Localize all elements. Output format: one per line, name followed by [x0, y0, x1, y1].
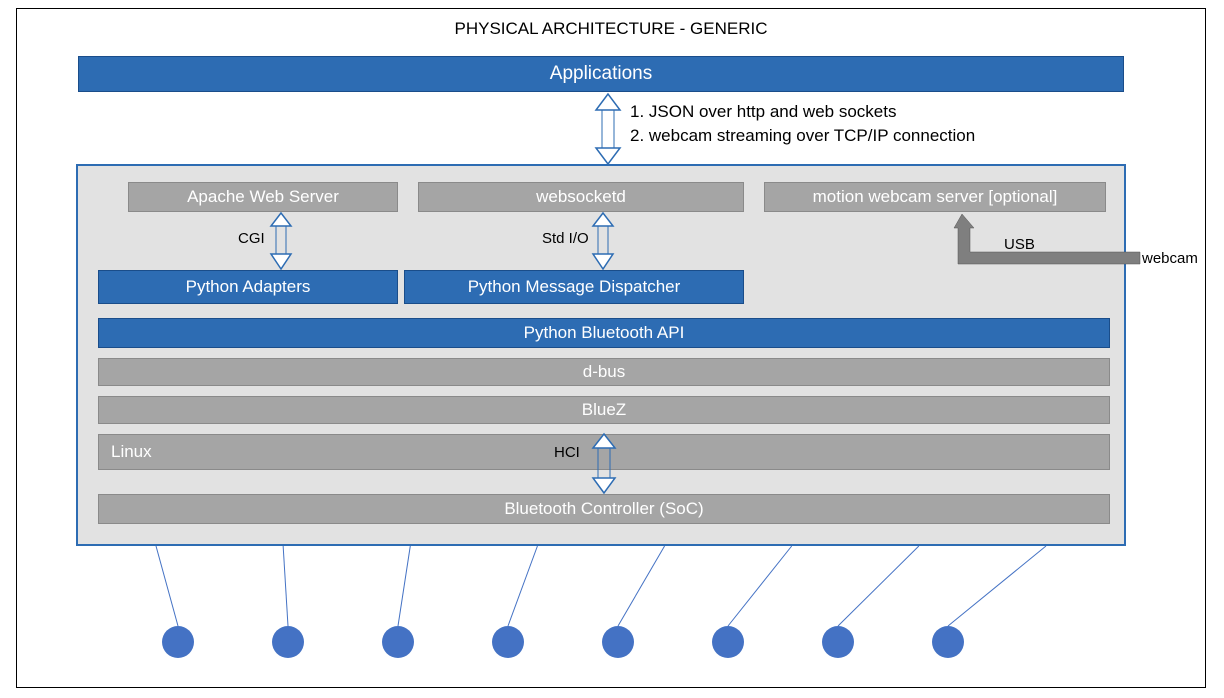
box-python-dispatcher: Python Message Dispatcher — [404, 270, 744, 304]
box-applications-label: Applications — [550, 63, 652, 85]
box-motion: motion webcam server [optional] — [764, 182, 1106, 212]
box-python-adapters-label: Python Adapters — [186, 277, 311, 297]
box-websocketd-label: websocketd — [536, 187, 626, 207]
box-apache-label: Apache Web Server — [187, 187, 339, 207]
box-bt-controller: Bluetooth Controller (SoC) — [98, 494, 1110, 524]
box-python-adapters: Python Adapters — [98, 270, 398, 304]
box-apache: Apache Web Server — [128, 182, 398, 212]
box-python-dispatcher-label: Python Message Dispatcher — [468, 277, 681, 297]
box-bluez: BlueZ — [98, 396, 1110, 424]
box-websocketd: websocketd — [418, 182, 744, 212]
device-node — [382, 626, 414, 658]
device-node — [822, 626, 854, 658]
device-node — [932, 626, 964, 658]
label-stdio: Std I/O — [542, 230, 589, 247]
device-node — [492, 626, 524, 658]
label-hci: HCI — [554, 444, 580, 461]
box-dbus: d-bus — [98, 358, 1110, 386]
box-linux: Linux — [98, 434, 1110, 470]
label-conn1: 1. JSON over http and web sockets — [630, 102, 896, 122]
diagram-title: PHYSICAL ARCHITECTURE - GENERIC — [17, 19, 1205, 39]
box-dbus-label: d-bus — [583, 362, 626, 382]
stack-container — [76, 164, 1126, 546]
device-node — [272, 626, 304, 658]
label-webcam: webcam — [1142, 250, 1198, 267]
box-applications: Applications — [78, 56, 1124, 92]
label-cgi: CGI — [238, 230, 265, 247]
box-linux-label: Linux — [111, 442, 152, 462]
box-python-bt-api-label: Python Bluetooth API — [524, 323, 685, 343]
device-node — [162, 626, 194, 658]
box-motion-label: motion webcam server [optional] — [813, 187, 1058, 207]
label-conn2: 2. webcam streaming over TCP/IP connecti… — [630, 126, 975, 146]
box-bluez-label: BlueZ — [582, 400, 626, 420]
device-node — [712, 626, 744, 658]
box-bt-controller-label: Bluetooth Controller (SoC) — [504, 499, 703, 519]
box-python-bt-api: Python Bluetooth API — [98, 318, 1110, 348]
label-usb: USB — [1004, 236, 1035, 253]
device-node — [602, 626, 634, 658]
